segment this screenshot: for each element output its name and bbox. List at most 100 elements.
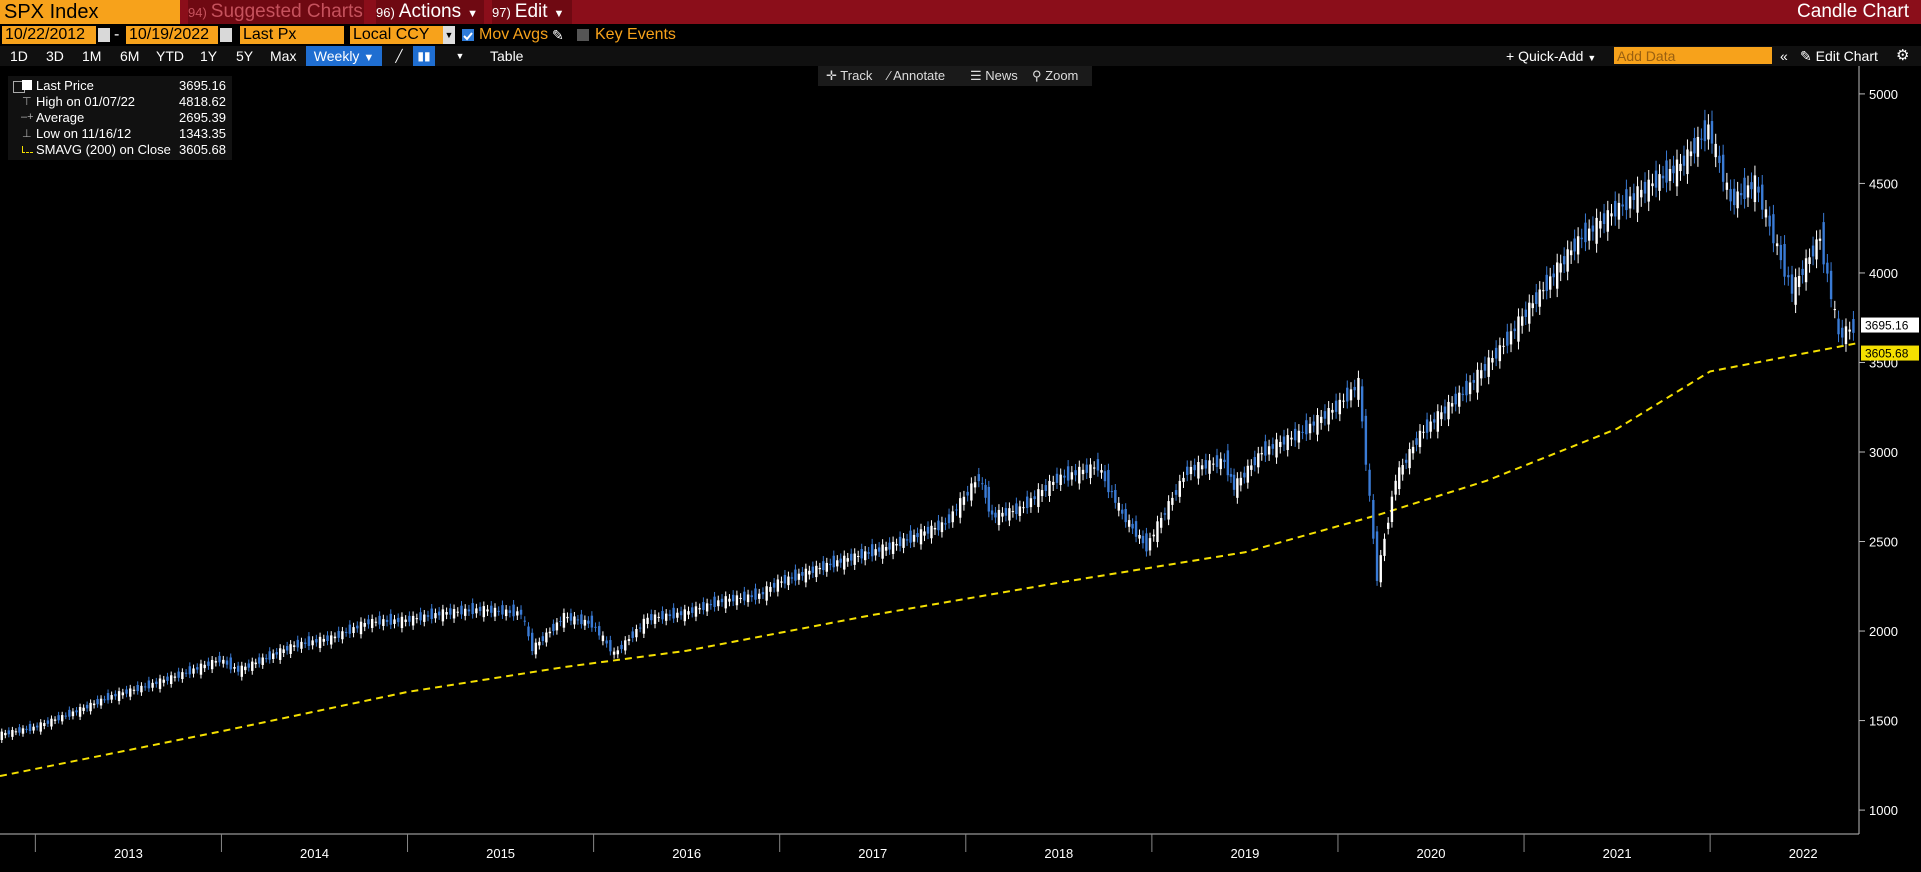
chevron-down-icon[interactable]: ▼ [443,26,455,44]
suggested-charts-menu[interactable]: 94) Suggested Charts [188,0,364,24]
settings-bar [0,24,1921,46]
candle-body [437,611,441,616]
candle-body [71,711,75,717]
period-button-ytd[interactable]: YTD [156,48,184,64]
actions-menu[interactable]: 96) Actions ▼ [376,0,484,24]
candle-body [531,632,534,652]
candle-body [850,553,853,561]
collapse-icon[interactable]: « [1780,48,1788,64]
candle-body [326,635,329,642]
candle-body [169,675,173,684]
candle-body [1239,477,1243,486]
last-price-tag-label: 3695.16 [1865,319,1909,333]
period-button-1d[interactable]: 1D [10,48,28,64]
candle-body [1208,460,1211,474]
candle-body [801,572,804,576]
mov-avgs-checkbox[interactable] [462,29,474,41]
start-date-field[interactable]: 10/22/2012 [2,26,96,44]
annotate-button[interactable]: ∕ Annotate [888,66,945,86]
edit-chart-button[interactable]: ✎ Edit Chart [1800,46,1878,66]
candle-body [1134,521,1138,537]
candle-body [951,511,954,523]
candle-body [184,672,188,674]
pencil-icon[interactable]: ✎ [552,27,564,43]
zoom-button[interactable]: ⚲ Zoom [1032,66,1078,86]
candle-body [664,613,668,621]
calendar-icon[interactable] [98,28,110,42]
candle-body [114,693,117,697]
candle-body [1327,408,1330,425]
candle-chart-icon[interactable]: ▮▮ [413,46,435,66]
currency-select[interactable]: Local CCY [350,26,444,44]
frequency-select[interactable]: Weekly ▼ [306,46,382,66]
edit-menu[interactable]: 97) Edit ▼ [492,0,572,24]
candle-body [1089,464,1092,479]
candle-body [504,609,508,617]
candle-body [724,596,727,609]
candle-body [1440,412,1443,420]
security-ticker[interactable]: SPX Index [0,0,180,24]
candle-body [818,567,822,570]
candle-body [400,616,404,629]
candle-body [1524,309,1527,317]
table-button[interactable]: Table [490,48,524,64]
calendar-icon[interactable] [220,28,232,42]
candle-body [1483,364,1487,371]
price-field-select[interactable]: Last Px [240,26,344,44]
candle-body [616,650,620,655]
gear-icon[interactable]: ⚙ [1896,47,1910,64]
candle-body [1614,200,1617,217]
candle-body [888,542,891,550]
candle-body [271,653,275,660]
candle-body [1063,475,1066,478]
sma-price-tag [1861,345,1919,361]
candle-body [1569,250,1573,256]
period-button-1y[interactable]: 1Y [200,48,218,64]
key-events-checkbox[interactable] [577,29,589,41]
candle-body [933,527,937,530]
candle-body [229,657,232,670]
candle-body [210,659,214,670]
candle-body [53,719,57,721]
candle-body [1394,480,1397,495]
candle-body [14,731,18,733]
track-button[interactable]: ✛ Track [826,66,872,86]
candle-body [389,613,392,625]
candle-body [987,486,991,512]
period-button-1m[interactable]: 1M [82,48,102,64]
end-date-field[interactable]: 10/19/2022 [126,26,218,44]
candle-body [493,607,497,617]
period-button-6m[interactable]: 6M [120,48,140,64]
candle-body [754,588,757,600]
candle-body [1700,138,1703,140]
candle-body [772,582,776,588]
sma-swatch-icon [22,146,33,153]
candle-body [997,509,1001,526]
candle-body [1257,453,1260,468]
actions-label: Actions [398,1,462,22]
candle-body [1107,469,1110,493]
candle-body [1757,186,1760,193]
candle-body [815,565,818,578]
candle-body [926,526,930,534]
candle-body [278,648,282,660]
line-chart-icon[interactable]: ╱ [395,49,403,63]
candle-body [1447,401,1450,420]
period-button-5y[interactable]: 5Y [236,48,254,64]
chevron-down-icon[interactable]: ▼ [455,51,465,61]
candle-body [1301,431,1304,433]
candle-body [311,640,314,646]
quick-add-button[interactable]: + Quick-Add ▼ [1506,46,1596,66]
candle-body [1790,274,1794,294]
zoom-label: Zoom [1045,68,1079,83]
news-button[interactable]: ☰ News [970,66,1018,86]
period-button-max[interactable]: Max [270,48,297,64]
candle-body [797,573,801,580]
candle-body [1528,302,1531,324]
candle-body [490,605,493,613]
candle-body [839,558,842,563]
period-button-3d[interactable]: 3D [46,48,64,64]
add-data-input[interactable] [1614,47,1772,64]
candle-body [106,693,110,701]
